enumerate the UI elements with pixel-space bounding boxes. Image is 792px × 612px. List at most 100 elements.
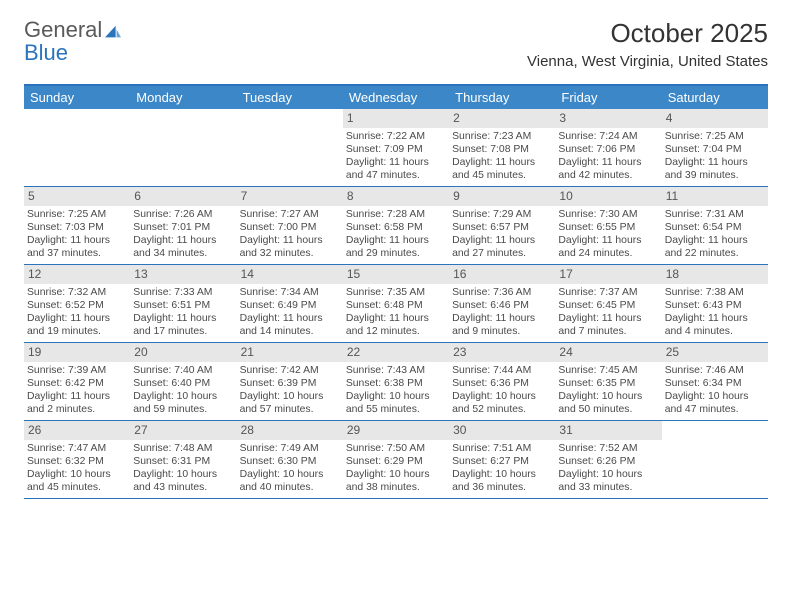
sunrise-line: Sunrise: 7:42 AM [240, 364, 340, 377]
sunrise-line: Sunrise: 7:48 AM [133, 442, 233, 455]
day-number: 6 [130, 187, 236, 206]
sunrise-line: Sunrise: 7:39 AM [27, 364, 127, 377]
sunrise-line: Sunrise: 7:31 AM [665, 208, 765, 221]
sunset-line: Sunset: 6:49 PM [240, 299, 340, 312]
day-number: 26 [24, 421, 130, 440]
day-cell: 13Sunrise: 7:33 AMSunset: 6:51 PMDayligh… [130, 265, 236, 342]
sunrise-line: Sunrise: 7:32 AM [27, 286, 127, 299]
day-number: 15 [343, 265, 449, 284]
sunset-line: Sunset: 6:34 PM [665, 377, 765, 390]
sunset-line: Sunset: 6:58 PM [346, 221, 446, 234]
day-number: 8 [343, 187, 449, 206]
day-header-monday: Monday [130, 86, 236, 109]
sunset-line: Sunset: 7:04 PM [665, 143, 765, 156]
daylight-line: Daylight: 10 hours and 47 minutes. [665, 390, 765, 416]
sunset-line: Sunset: 6:57 PM [452, 221, 552, 234]
daylight-line: Daylight: 10 hours and 55 minutes. [346, 390, 446, 416]
daylight-line: Daylight: 11 hours and 34 minutes. [133, 234, 233, 260]
sunset-line: Sunset: 6:35 PM [558, 377, 658, 390]
day-cell: 11Sunrise: 7:31 AMSunset: 6:54 PMDayligh… [662, 187, 768, 264]
day-number: 12 [24, 265, 130, 284]
month-title: October 2025 [527, 18, 768, 49]
day-number: 1 [343, 109, 449, 128]
sunset-line: Sunset: 6:39 PM [240, 377, 340, 390]
day-cell: 24 Sunrise: 7:45 AMSunset: 6:35 PMDayligh… [555, 343, 661, 420]
day-number: 31 [555, 421, 661, 440]
day-number: 4 [662, 109, 768, 128]
daylight-line: Daylight: 11 hours and 7 minutes. [558, 312, 658, 338]
location: Vienna, West Virginia, United States [527, 53, 768, 70]
week-row: 19Sunrise: 7:39 AMSunset: 6:42 PMDayligh… [24, 343, 768, 421]
sunset-line: Sunset: 6:48 PM [346, 299, 446, 312]
sunrise-line: Sunrise: 7:28 AM [346, 208, 446, 221]
daylight-line: Daylight: 11 hours and 19 minutes. [27, 312, 127, 338]
day-number: 16 [449, 265, 555, 284]
sunrise-line: Sunrise: 7:45 AM [558, 364, 658, 377]
daylight-line: Daylight: 11 hours and 12 minutes. [346, 312, 446, 338]
sunset-line: Sunset: 6:51 PM [133, 299, 233, 312]
day-cell: 12 Sunrise: 7:32 AMSunset: 6:52 PMDayligh… [24, 265, 130, 342]
daylight-line: Daylight: 10 hours and 59 minutes. [133, 390, 233, 416]
logo: GeneralBlue [24, 18, 123, 64]
day-number: 24 [555, 343, 661, 362]
daylight-line: Daylight: 10 hours and 38 minutes. [346, 468, 446, 494]
day-number: 13 [130, 265, 236, 284]
sunrise-line: Sunrise: 7:24 AM [558, 130, 658, 143]
sunset-line: Sunset: 6:38 PM [346, 377, 446, 390]
day-cell: 16Sunrise: 7:36 AMSunset: 6:46 PMDayligh… [449, 265, 555, 342]
sunrise-line: Sunrise: 7:26 AM [133, 208, 233, 221]
sunrise-line: Sunrise: 7:27 AM [240, 208, 340, 221]
day-cell: 3Sunrise: 7:24 AMSunset: 7:06 PMDaylight… [555, 109, 661, 186]
day-number: 14 [237, 265, 343, 284]
sunrise-line: Sunrise: 7:43 AM [346, 364, 446, 377]
sunrise-line: Sunrise: 7:49 AM [240, 442, 340, 455]
sunrise-line: Sunrise: 7:47 AM [27, 442, 127, 455]
sunset-line: Sunset: 7:00 PM [240, 221, 340, 234]
day-cell: 23Sunrise: 7:44 AMSunset: 6:36 PMDayligh… [449, 343, 555, 420]
day-number: 27 [130, 421, 236, 440]
daylight-line: Daylight: 11 hours and 29 minutes. [346, 234, 446, 260]
daylight-line: Daylight: 10 hours and 36 minutes. [452, 468, 552, 494]
day-cell: 22Sunrise: 7:43 AMSunset: 6:38 PMDayligh… [343, 343, 449, 420]
day-cell: 30Sunrise: 7:51 AMSunset: 6:27 PMDayligh… [449, 421, 555, 498]
day-cell: 21Sunrise: 7:42 AMSunset: 6:39 PMDayligh… [237, 343, 343, 420]
day-cell: 6Sunrise: 7:26 AMSunset: 7:01 PMDaylight… [130, 187, 236, 264]
day-number: 7 [237, 187, 343, 206]
daylight-line: Daylight: 11 hours and 2 minutes. [27, 390, 127, 416]
sunrise-line: Sunrise: 7:34 AM [240, 286, 340, 299]
sunset-line: Sunset: 6:32 PM [27, 455, 127, 468]
day-header-thursday: Thursday [449, 86, 555, 109]
day-number: 19 [24, 343, 130, 362]
day-number: 5 [24, 187, 130, 206]
day-number: 29 [343, 421, 449, 440]
sunrise-line: Sunrise: 7:37 AM [558, 286, 658, 299]
sunrise-line: Sunrise: 7:33 AM [133, 286, 233, 299]
sunrise-line: Sunrise: 7:38 AM [665, 286, 765, 299]
sunrise-line: Sunrise: 7:44 AM [452, 364, 552, 377]
daylight-line: Daylight: 11 hours and 14 minutes. [240, 312, 340, 338]
daylight-line: Daylight: 11 hours and 27 minutes. [452, 234, 552, 260]
sunset-line: Sunset: 6:54 PM [665, 221, 765, 234]
day-header-tuesday: Tuesday [237, 86, 343, 109]
day-number: 20 [130, 343, 236, 362]
day-header-sunday: Sunday [24, 86, 130, 109]
day-number: 3 [555, 109, 661, 128]
daylight-line: Daylight: 10 hours and 43 minutes. [133, 468, 233, 494]
sunset-line: Sunset: 7:06 PM [558, 143, 658, 156]
day-cell: 20Sunrise: 7:40 AMSunset: 6:40 PMDayligh… [130, 343, 236, 420]
sunset-line: Sunset: 7:08 PM [452, 143, 552, 156]
sunset-line: Sunset: 6:31 PM [133, 455, 233, 468]
week-row: 1Sunrise: 7:22 AMSunset: 7:09 PMDaylight… [24, 109, 768, 187]
day-cell [662, 421, 768, 498]
sunset-line: Sunset: 7:03 PM [27, 221, 127, 234]
sunrise-line: Sunrise: 7:40 AM [133, 364, 233, 377]
day-number: 10 [555, 187, 661, 206]
sunrise-line: Sunrise: 7:35 AM [346, 286, 446, 299]
day-cell: 28Sunrise: 7:49 AMSunset: 6:30 PMDayligh… [237, 421, 343, 498]
daylight-line: Daylight: 10 hours and 33 minutes. [558, 468, 658, 494]
day-number: 23 [449, 343, 555, 362]
sunset-line: Sunset: 6:26 PM [558, 455, 658, 468]
daylight-line: Daylight: 11 hours and 39 minutes. [665, 156, 765, 182]
daylight-line: Daylight: 10 hours and 50 minutes. [558, 390, 658, 416]
sunset-line: Sunset: 6:52 PM [27, 299, 127, 312]
